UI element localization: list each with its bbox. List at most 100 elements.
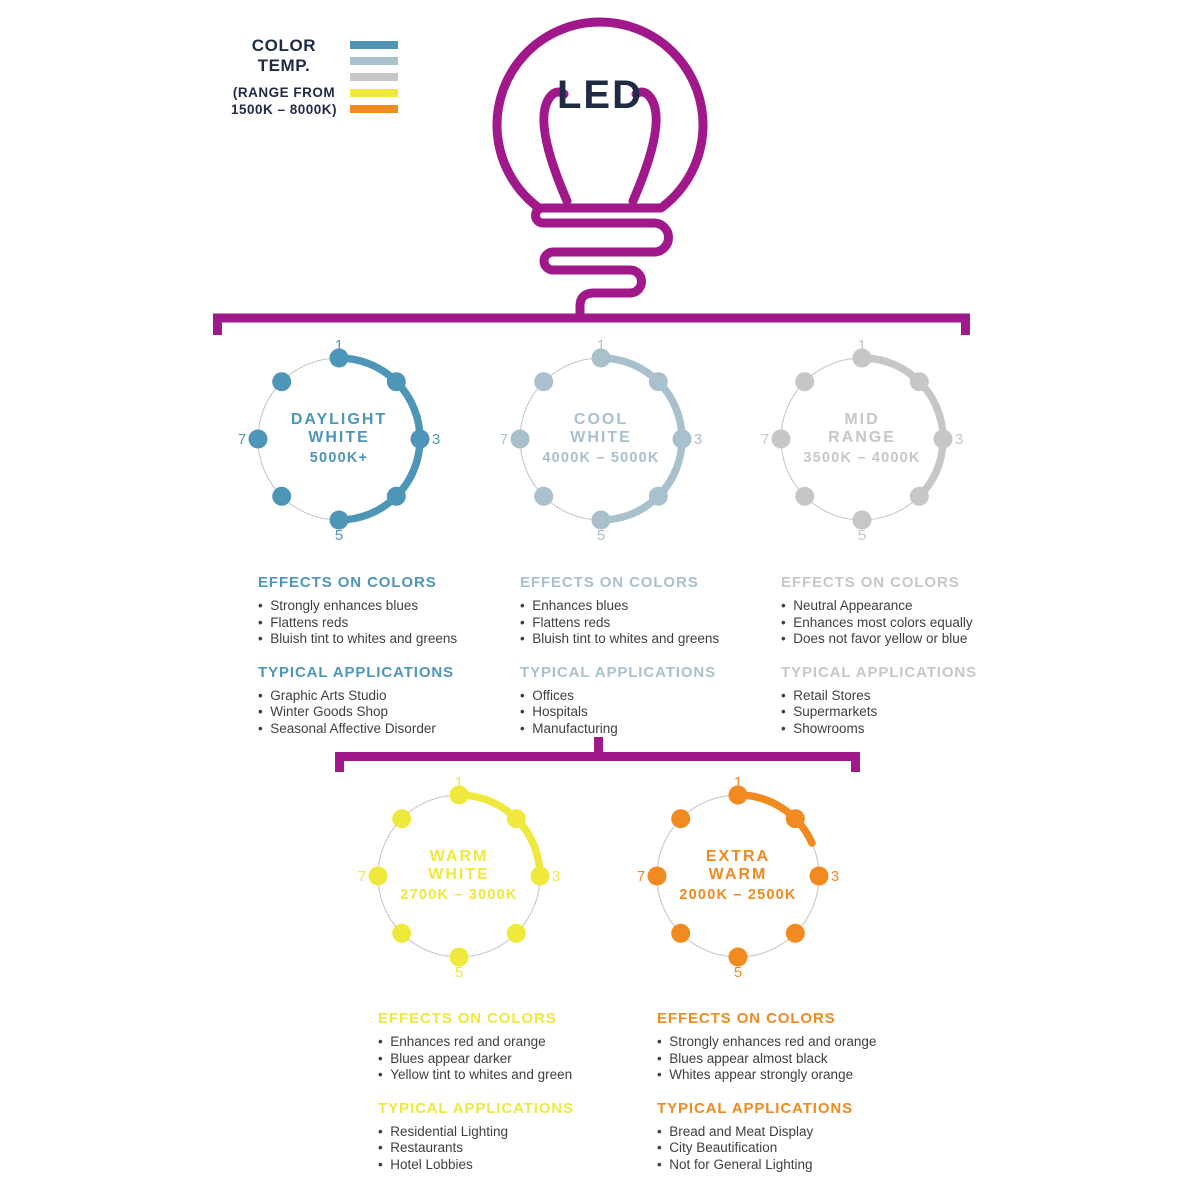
dial-name-line-1: EXTRA [706, 848, 770, 865]
effects-on-colors-title: EFFECTS ON COLORS [378, 1010, 557, 1027]
list-item: Flattens reds [258, 615, 534, 632]
dial-number-top: 1 [858, 337, 866, 354]
dial-dot [672, 429, 692, 449]
dial-dot [530, 866, 550, 886]
effects-list: Neutral AppearanceEnhances most colors e… [781, 598, 1057, 648]
dial-name-line-2: WHITE [308, 429, 370, 446]
temperature-panel: 1 3 5 7 MID RANGE 3500K – 4000K EFFECTS ON COL… [757, 332, 1057, 737]
dial-dot [933, 429, 953, 449]
dial-dot [785, 809, 805, 829]
dial-number-left: 7 [238, 431, 246, 448]
dial-dot [392, 809, 412, 829]
dial-dot [591, 348, 611, 368]
list-item: Enhances red and orange [378, 1034, 654, 1051]
dial-dot [534, 372, 554, 392]
dial-dot [809, 866, 829, 886]
dial-dot [272, 486, 292, 506]
legend-color-bar [350, 105, 398, 113]
legend-title: COLOR TEMP. [251, 36, 317, 75]
dial-dot [449, 947, 469, 967]
dial-dot [534, 486, 554, 506]
dial-dot [506, 923, 526, 943]
list-item: Enhances most colors equally [781, 615, 1057, 632]
dial-number-top: 1 [455, 774, 463, 791]
dial-dot [852, 510, 872, 530]
dial-dot [728, 785, 748, 805]
dial-dot [248, 429, 268, 449]
dial-dot [647, 866, 667, 886]
dial-temp-range: 2700K – 3000K [400, 887, 517, 903]
dial-dot [392, 923, 412, 943]
bulb-filament-right [628, 87, 661, 206]
dial-dot [909, 486, 929, 506]
effects-on-colors-title: EFFECTS ON COLORS [657, 1010, 836, 1027]
list-item: Bluish tint to whites and greens [520, 631, 796, 648]
dial-dot [648, 372, 668, 392]
dial-dot [728, 947, 748, 967]
legend-color-bars [350, 41, 398, 121]
list-item: Residential Lighting [378, 1124, 654, 1141]
list-item: Retail Stores [781, 688, 1057, 705]
typical-applications-title: TYPICAL APPLICATIONS [378, 1099, 575, 1117]
dial-number-right: 3 [955, 431, 963, 448]
dial-number-right: 3 [694, 431, 702, 448]
dial-coverage-arc [734, 791, 816, 847]
applications-list: OfficesHospitalsManufacturing [520, 688, 796, 738]
panel-text: EFFECTS ON COLORS Strongly enhances red … [633, 1010, 933, 1173]
dial-number-bottom: 5 [597, 527, 605, 544]
dial-temp-range: 3500K – 4000K [803, 450, 920, 466]
dial-number-top: 1 [335, 337, 343, 354]
temperature-panel: 1 3 5 7 EXTRA WARM 2000K – 2500K EFFECTS ON CO… [633, 769, 933, 1173]
dial-number-right: 3 [552, 868, 560, 885]
list-item: Yellow tint to whites and green [378, 1067, 654, 1084]
applications-list: Residential LightingRestaurantsHotel Lob… [378, 1124, 654, 1174]
dial-dot [368, 866, 388, 886]
dial-dot [795, 372, 815, 392]
dial-number-left: 7 [761, 431, 769, 448]
list-item: Bluish tint to whites and greens [258, 631, 534, 648]
list-item: Hospitals [520, 704, 796, 721]
list-item: Blues appear darker [378, 1051, 654, 1068]
dial-name-line-2: WHITE [570, 429, 632, 446]
led-label: LED [557, 73, 643, 117]
dial-number-bottom: 5 [335, 527, 343, 544]
list-item: Offices [520, 688, 796, 705]
panel-text: EFFECTS ON COLORS Neutral AppearanceEnha… [757, 574, 1057, 737]
dial-dot [671, 809, 691, 829]
dial-name-line-1: WARM [430, 848, 489, 865]
typical-applications-title: TYPICAL APPLICATIONS [657, 1099, 854, 1117]
bulb-screw-base [531, 203, 673, 319]
dial-dot [410, 429, 430, 449]
legend-color-bar [350, 73, 398, 81]
dial-dot [510, 429, 530, 449]
color-temp-legend: COLOR TEMP. (RANGE FROM 1500K – 8000K) [228, 36, 408, 118]
dial-dot [671, 923, 691, 943]
list-item: Manufacturing [520, 721, 796, 738]
effects-list: Enhances bluesFlattens redsBluish tint t… [520, 598, 796, 648]
legend-color-bar [350, 89, 398, 97]
list-item: Restaurants [378, 1140, 654, 1157]
list-item: Graphic Arts Studio [258, 688, 534, 705]
dial-name-line-2: WHITE [428, 866, 490, 883]
list-item: Whites appear strongly orange [657, 1067, 933, 1084]
dial-number-left: 7 [358, 868, 366, 885]
dial-temp-range: 4000K – 5000K [542, 450, 659, 466]
dial-number-right: 3 [831, 868, 839, 885]
list-item: Winter Goods Shop [258, 704, 534, 721]
dial-dot [386, 486, 406, 506]
legend-color-bar [350, 57, 398, 65]
list-item: Not for General Lighting [657, 1157, 933, 1174]
list-item: Strongly enhances blues [258, 598, 534, 615]
effects-list: Strongly enhances red and orangeBlues ap… [657, 1034, 933, 1084]
dial-number-top: 1 [597, 337, 605, 354]
legend-subtitle-line-1: (RANGE FROM [232, 85, 336, 100]
legend-subtitle-line-2: 1500K – 8000K) [230, 102, 338, 117]
list-item: Seasonal Affective Disorder [258, 721, 534, 738]
legend-color-bar [350, 41, 398, 49]
list-item: Enhances blues [520, 598, 796, 615]
temperature-panel: 1 3 5 7 WARM WHITE 2700K – 3000K EFFECTS ON CO… [354, 769, 654, 1173]
